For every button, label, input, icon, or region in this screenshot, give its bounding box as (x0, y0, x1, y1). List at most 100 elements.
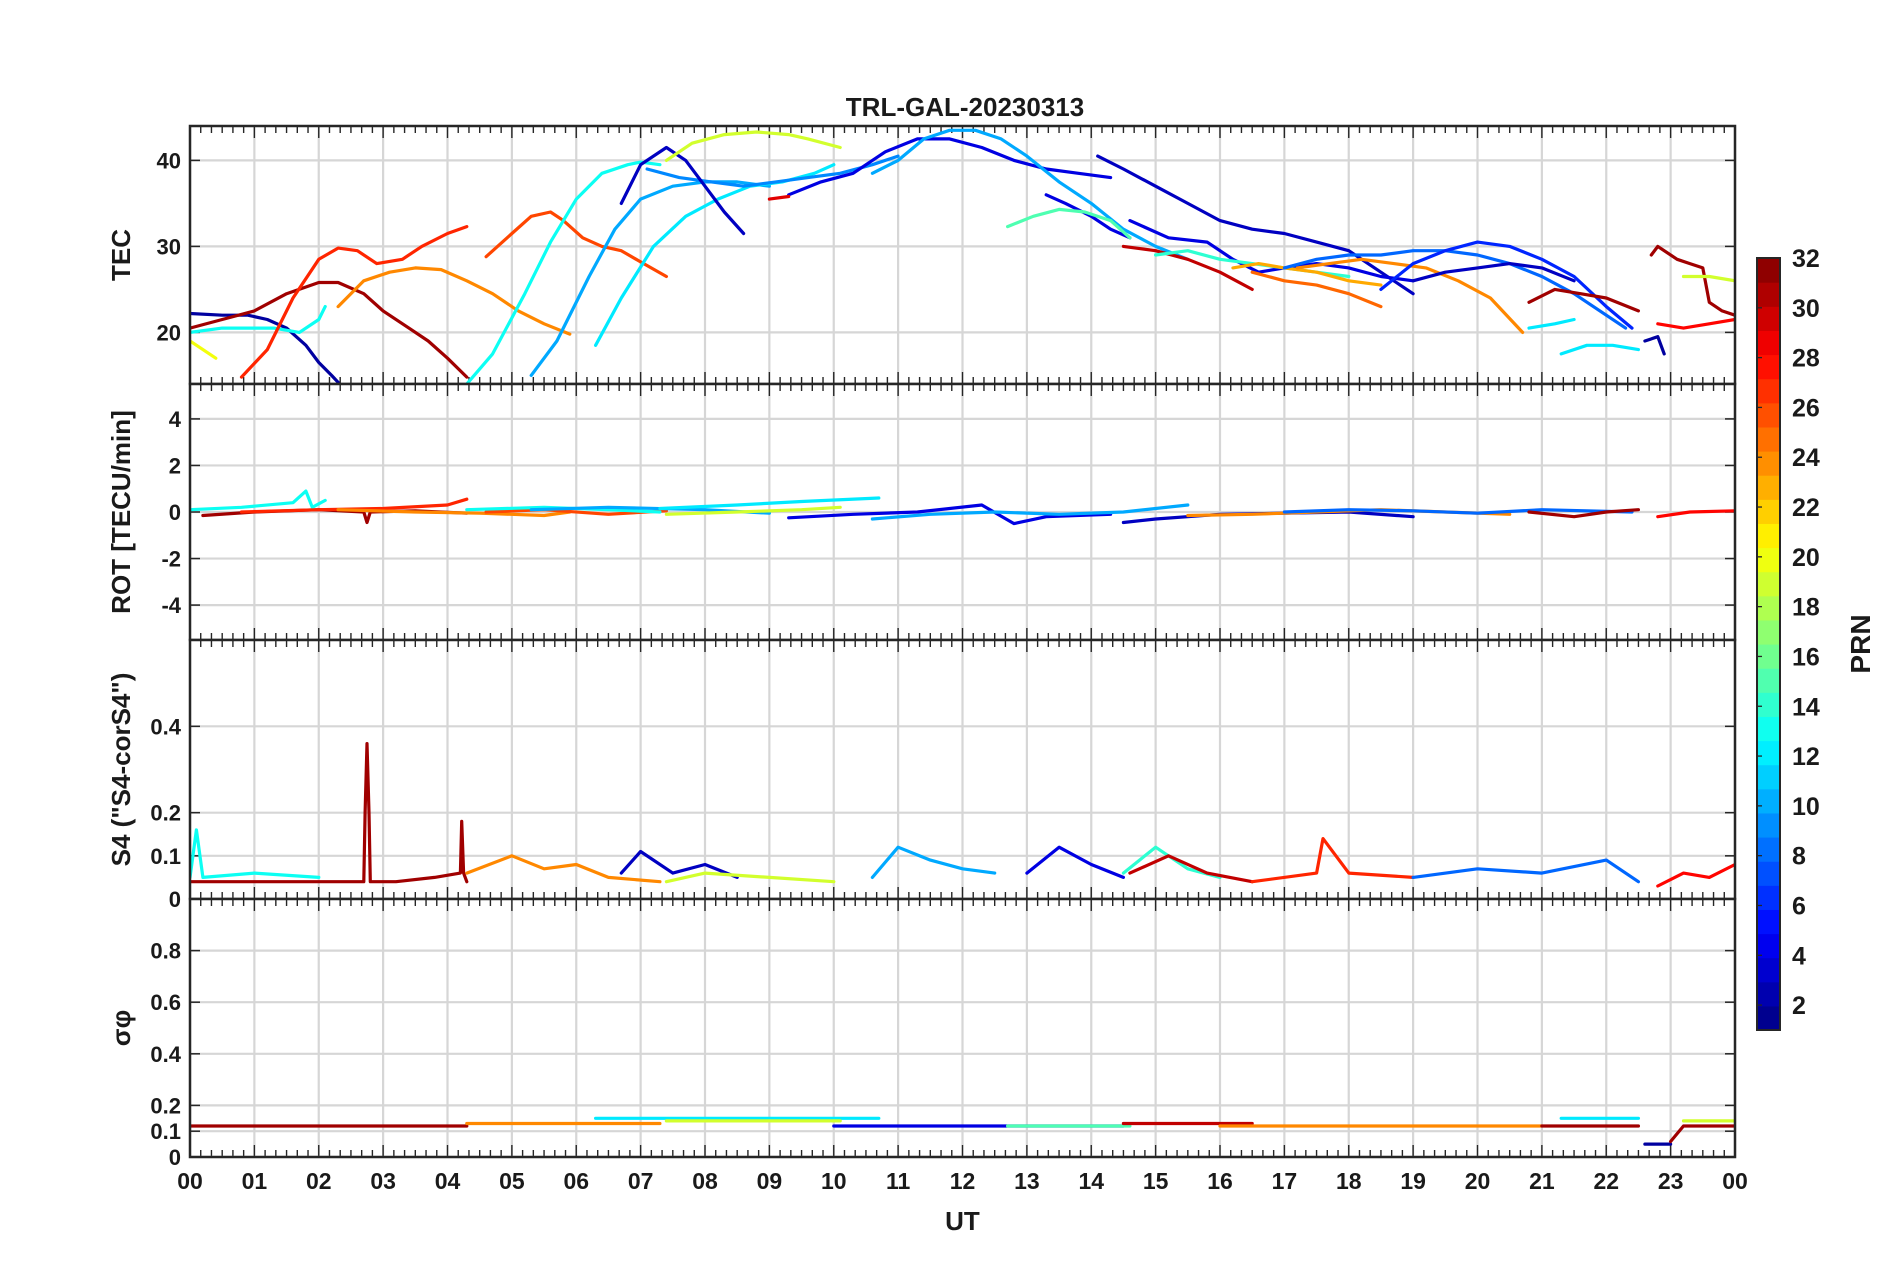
colorbar-segment (1757, 981, 1780, 1007)
x-tick-label: 04 (435, 1168, 461, 1194)
series-line-prn-24 (336, 508, 572, 518)
series-group (190, 489, 1735, 526)
y-tick-label: 40 (157, 148, 181, 173)
colorbar-segment (1757, 306, 1780, 331)
colorbar-segment (1757, 933, 1780, 959)
colorbar-tick-label: 12 (1792, 743, 1820, 771)
colorbar-segment (1757, 1005, 1780, 1031)
colorbar-segment (1757, 595, 1780, 621)
colorbar-tick-label: 14 (1792, 693, 1820, 721)
series-group (190, 128, 1735, 384)
y-tick-label: 0.8 (150, 939, 181, 964)
x-tick-label: 20 (1465, 1168, 1491, 1194)
series-line-prn-31 (1527, 287, 1641, 313)
x-tick-label: 14 (1078, 1168, 1104, 1194)
x-tick-label: 09 (757, 1168, 783, 1194)
series-line-prn-26 (484, 210, 669, 279)
x-tick-label: 05 (499, 1168, 525, 1194)
y-axis-label: TEC (106, 229, 136, 281)
series-line-prn-19 (664, 871, 836, 884)
x-tick-label: 23 (1658, 1168, 1684, 1194)
x-tick-label: 15 (1143, 1168, 1169, 1194)
colorbar-segment (1757, 330, 1780, 356)
panel-rot: -4 -2 0 2 4 ROT [TECU/min] (106, 382, 1737, 642)
y-tick-label: 20 (157, 320, 181, 345)
x-tick-label: 02 (306, 1168, 332, 1194)
series-line-prn-30 (1128, 854, 1254, 884)
colorbar-segment (1757, 716, 1780, 742)
x-tick-label: 08 (692, 1168, 718, 1194)
x-tick-label: 10 (821, 1168, 847, 1194)
colorbar-segment (1757, 909, 1780, 935)
y-tick-label: 30 (157, 234, 181, 259)
colorbar-tick-label: 18 (1792, 594, 1820, 622)
series-line-prn-3 (1096, 154, 1415, 296)
colorbar-tick-label: 30 (1792, 295, 1820, 323)
y-tick-label: -2 (161, 547, 181, 572)
series-line-prn-19 (664, 505, 842, 516)
colorbar-segment (1757, 451, 1780, 476)
x-tick-label: 00 (177, 1168, 203, 1194)
y-axis-label: S4 ("S4-corS4") (106, 673, 136, 867)
panel-frame (188, 897, 1737, 1159)
colorbar-segment (1757, 571, 1780, 597)
colorbar-tick-label: 32 (1792, 245, 1820, 273)
series-line-prn-8 (1282, 249, 1628, 330)
y-tick-label: 0.4 (150, 714, 181, 739)
series-line-prn-13 (190, 489, 327, 512)
chart-title: TRL-GAL-20230313 (846, 92, 1084, 122)
colorbar-tick-label: 10 (1792, 793, 1820, 821)
series-line-prn-31 (190, 280, 469, 379)
y-axis-label: σφ (106, 1010, 136, 1046)
series-line-prn-4 (787, 503, 1113, 526)
x-tick-label: 18 (1336, 1168, 1362, 1194)
series-line-prn-3 (619, 145, 746, 236)
series-group (190, 741, 1735, 888)
series-line-prn-24 (336, 266, 572, 336)
colorbar-segment (1757, 402, 1780, 428)
colorbar-segment (1757, 692, 1780, 717)
colorbar-label: PRN (1845, 614, 1876, 673)
series-line-prn-10 (870, 845, 997, 880)
y-tick-label: 0.2 (150, 801, 181, 826)
panel-s4: 0 0.1 0.2 0.4 S4 ("S4-corS4") (106, 638, 1737, 912)
x-tick-label: 13 (1014, 1168, 1040, 1194)
colorbar-frame (1756, 257, 1781, 1031)
series-line-prn-31 (1649, 244, 1735, 317)
colorbar-segment (1757, 354, 1780, 380)
x-tick-label: 21 (1529, 1168, 1555, 1194)
colorbar-tick-label: 16 (1792, 643, 1820, 671)
colorbar-segment (1757, 547, 1780, 573)
series-line-prn-2 (190, 311, 340, 384)
series-line-prn-31 (1527, 508, 1641, 519)
y-tick-label: 0.4 (150, 1042, 181, 1067)
colorbar-segment (1757, 861, 1780, 886)
series-line-prn-15 (1005, 207, 1132, 240)
x-tick-label: 12 (950, 1168, 976, 1194)
colorbar-tick-label: 2 (1792, 992, 1806, 1020)
series-line-prn-23 (1231, 262, 1383, 287)
series-line-prn-20 (190, 339, 218, 360)
series-line-prn-4 (1025, 845, 1126, 880)
series-line-prn-4 (1044, 193, 1132, 240)
series-line-prn-12 (1559, 343, 1641, 356)
colorbar-segment (1757, 523, 1780, 549)
colorbar-segment (1757, 812, 1780, 838)
colorbar-segment (1757, 426, 1780, 452)
x-tick-label: 07 (628, 1168, 654, 1194)
x-tick-label: 03 (370, 1168, 396, 1194)
series-line-prn-25 (1250, 270, 1383, 309)
x-axis-label: UT (945, 1206, 980, 1236)
colorbar-tick-label: 22 (1792, 494, 1820, 522)
colorbar-tick-label: 6 (1792, 892, 1806, 920)
y-tick-label: 0.2 (150, 1093, 181, 1118)
colorbar-tick-label: 20 (1792, 544, 1820, 572)
colorbar-segment (1757, 258, 1780, 283)
colorbar-segment (1757, 740, 1780, 766)
y-tick-label: 0 (169, 1145, 181, 1170)
colorbar-tick-label: 8 (1792, 843, 1806, 871)
series-line-prn-13 (465, 160, 662, 384)
y-tick-label: 0 (169, 500, 181, 525)
series-line-prn-8 (1282, 508, 1634, 515)
x-tick-label: 17 (1272, 1168, 1298, 1194)
